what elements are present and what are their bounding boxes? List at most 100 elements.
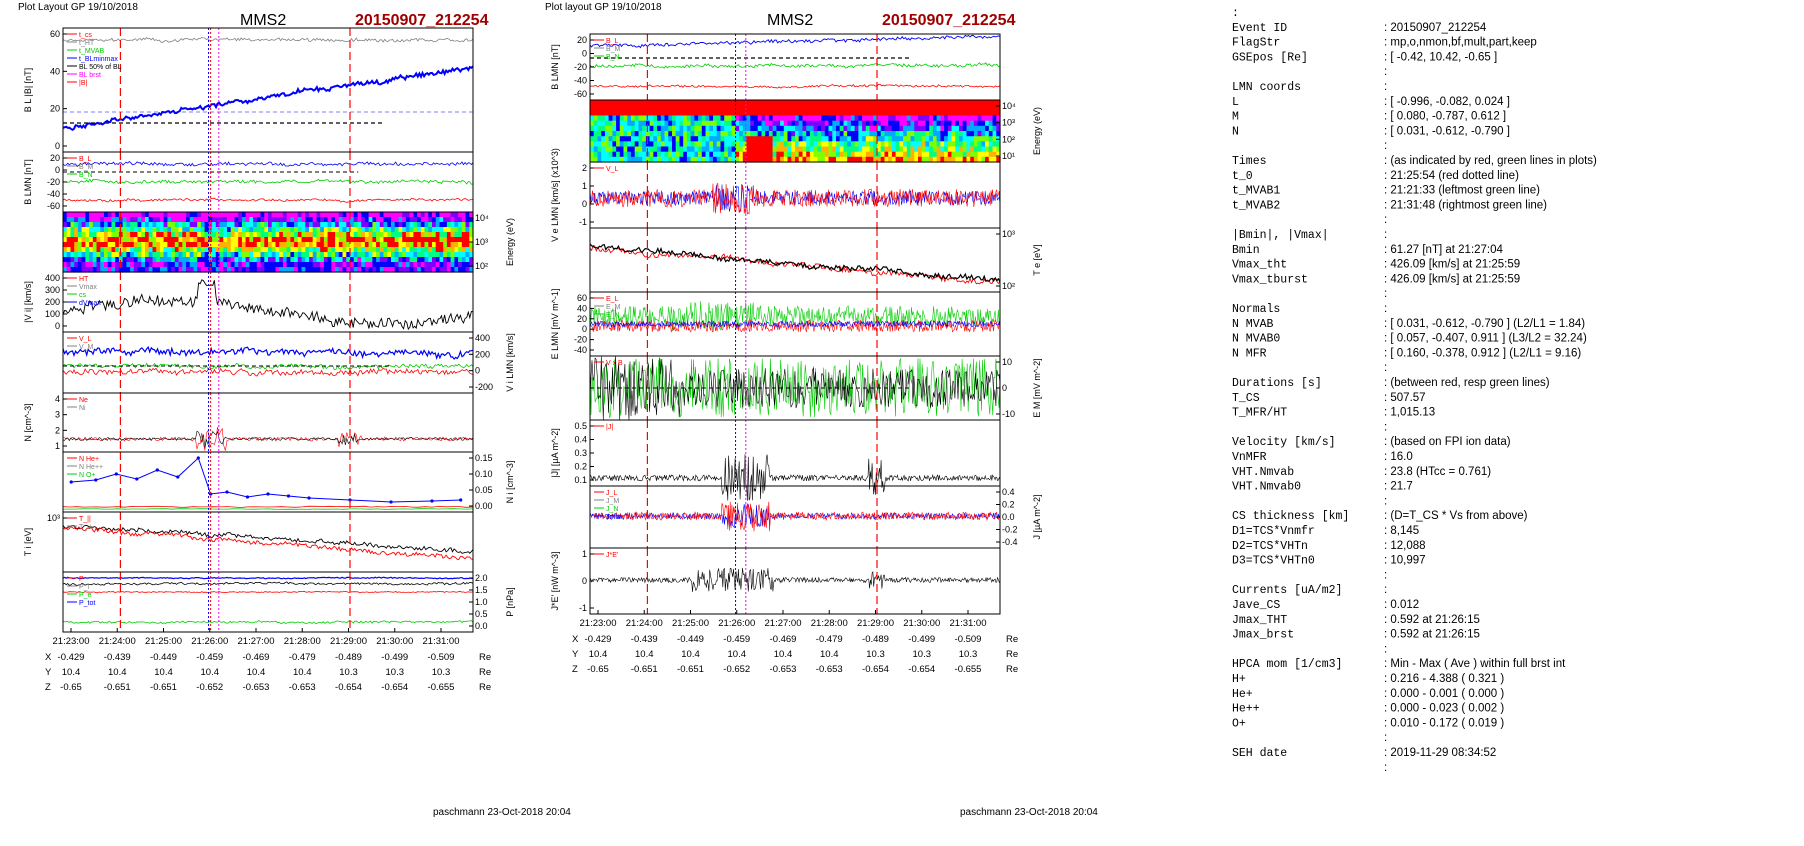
spectrogram-cell: [877, 136, 882, 142]
spectrogram-cell: [973, 151, 979, 158]
spectrogram-cell: [305, 262, 310, 268]
spectrogram-cell: [439, 257, 444, 263]
spectrogram-cell: [111, 262, 116, 268]
spectrogram-cell: [104, 237, 109, 243]
spectrogram-cell: [435, 252, 440, 258]
spectrogram-cell: [783, 115, 789, 122]
summary-value: : (D=T_CS * Vs from above): [1384, 510, 1528, 522]
spectrogram-cell: [439, 227, 444, 233]
spectrogram-cell: [379, 212, 385, 218]
position-value: -0.653: [770, 664, 797, 675]
spectrogram-cell: [813, 105, 818, 111]
spectrogram-cell: [77, 222, 83, 228]
spectrogram-cell: [391, 242, 396, 248]
spectrogram-cell: [290, 247, 295, 253]
spectrogram-cell: [227, 257, 232, 263]
footer-credit: paschmann 23-Oct-2018 20:04: [960, 807, 1098, 818]
spectrogram-cell: [171, 232, 176, 238]
spectrogram-cell: [361, 267, 366, 273]
spectrogram-cell: [590, 120, 595, 127]
spectrogram-cell: [828, 146, 833, 153]
spectrogram-cell: [780, 115, 785, 122]
spectrogram-cell: [683, 120, 688, 127]
spectrogram-cell: [638, 110, 643, 117]
spectrogram-cell: [880, 131, 885, 137]
spectrogram-cell: [275, 232, 280, 238]
spectrogram-cell: [739, 136, 744, 142]
spectrogram-cell: [865, 120, 871, 127]
spectrogram-cell: [405, 242, 411, 248]
spectrogram-cell: [74, 227, 79, 233]
spectrogram-cell: [260, 237, 265, 243]
spectrogram-cell: [903, 131, 908, 137]
spectrogram-cell: [63, 267, 68, 273]
spectrogram-cell: [977, 120, 982, 127]
spectrogram-cell: [981, 151, 986, 158]
spectrogram-cell: [383, 237, 388, 243]
spectrogram-cell: [832, 125, 837, 132]
em-fill-trace: [589, 357, 1001, 419]
spectrogram-cell: [612, 100, 617, 106]
spectrogram-cell: [163, 227, 168, 233]
spectrogram-cell: [174, 222, 180, 228]
spectrogram-cell: [212, 257, 217, 263]
spectrogram-cell: [705, 110, 710, 117]
spectrogram-cell: [959, 110, 964, 117]
spectrogram-cell: [409, 227, 414, 233]
spectrogram-cell: [631, 131, 636, 137]
bm-trace: [62, 178, 474, 185]
spectrogram-cell: [167, 257, 172, 263]
spectrogram-cell: [675, 110, 680, 117]
position-value: -0.459: [723, 634, 750, 645]
spectrogram-cell: [701, 151, 707, 158]
spectrogram-cell: [783, 156, 789, 163]
spectrogram-cell: [428, 222, 433, 228]
spectrogram-cell: [783, 125, 789, 132]
spectrogram-cell: [200, 212, 206, 218]
spectrogram-cell: [776, 146, 781, 153]
spectrogram-cell: [115, 232, 120, 238]
spectrogram-cell: [96, 217, 101, 223]
position-unit: Re: [1006, 634, 1018, 645]
spectrogram-cell: [895, 125, 900, 132]
spectrogram-cell: [951, 141, 956, 148]
spectrogram-cell: [932, 115, 938, 122]
spectrogram-cell: [754, 156, 759, 163]
spectrogram-cell: [446, 242, 452, 248]
spectrogram-cell: [200, 232, 206, 238]
spectrogram-cell: [297, 217, 303, 223]
spectrogram-cell: [735, 151, 740, 158]
spectrogram-cell: [107, 267, 112, 273]
summary-key: L: [1232, 96, 1239, 109]
spectrogram-cell: [839, 110, 844, 117]
spectrogram-cell: [593, 131, 598, 137]
spectrogram-cell: [847, 131, 852, 137]
spectrogram-cell: [668, 120, 673, 127]
spectrogram-cell: [230, 262, 235, 268]
spectrogram-cell: [301, 242, 306, 248]
spectrogram-cell: [653, 131, 658, 137]
spectrogram-cell: [780, 136, 785, 142]
summary-key: Jmax_THT: [1232, 614, 1287, 627]
spectrogram-cell: [398, 257, 403, 263]
spectrogram-cell: [208, 237, 213, 243]
pi-trace: [62, 581, 474, 586]
time-tick-label: 21:26:00: [718, 618, 755, 629]
spectrogram-cell: [282, 242, 288, 248]
summary-key: He+: [1232, 688, 1253, 701]
spectrogram-cell: [802, 131, 807, 137]
spectrogram-cell: [787, 120, 792, 127]
spectrogram-cell: [66, 232, 71, 238]
spectrogram-cell: [716, 100, 721, 106]
spectrogram-cell: [992, 141, 997, 148]
spectrogram-cell: [420, 262, 426, 268]
y-tick-label: -20: [574, 62, 587, 72]
summary-key: HPCA mom [1/cm3]: [1232, 658, 1342, 671]
spectrogram-cell: [428, 232, 433, 238]
spectrogram-cell: [690, 110, 695, 117]
spectrogram-cell: [921, 146, 926, 153]
spectrogram-cell: [828, 115, 833, 122]
spectrogram-cell: [664, 110, 669, 117]
spectrogram-cell: [847, 146, 852, 153]
